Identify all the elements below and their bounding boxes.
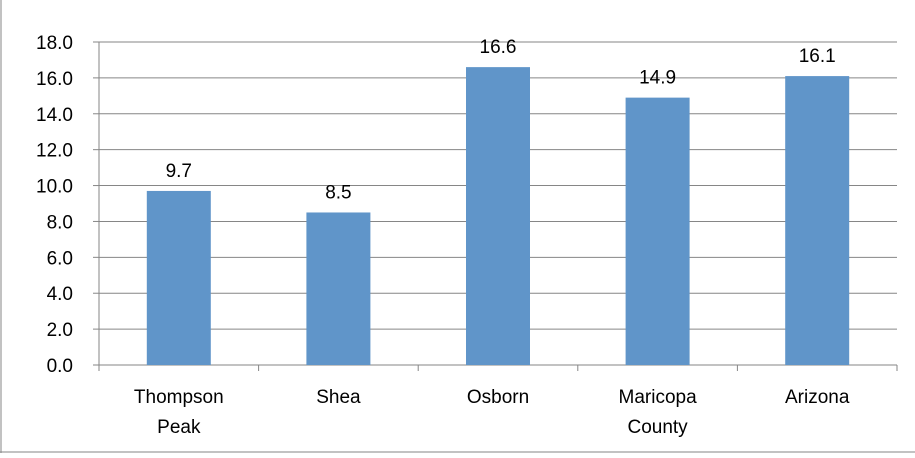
y-tick-label: 0.0 <box>47 356 73 377</box>
x-tick-label: Osborn <box>467 387 529 408</box>
bars <box>146 67 850 365</box>
y-tick-label: 12.0 <box>36 141 73 162</box>
x-tick-label: Peak <box>157 417 201 438</box>
x-tick-label: Arizona <box>785 387 850 408</box>
bar <box>625 97 690 365</box>
y-tick-label: 8.0 <box>47 212 73 233</box>
y-axis: 0.0 2.0 4.0 6.0 8.0 10.0 12.0 14.0 16.0 18.0 <box>36 33 100 377</box>
data-label: 16.6 <box>480 37 517 58</box>
x-axis: Thompson Peak Shea Osborn Maricopa County Ariz… <box>98 364 898 438</box>
y-tick-label: 10.0 <box>36 177 73 198</box>
data-label: 16.1 <box>799 46 836 67</box>
y-tick-label: 2.0 <box>47 320 73 341</box>
x-tick-label: County <box>627 417 688 438</box>
y-tick-label: 18.0 <box>36 33 73 54</box>
y-tick-label: 16.0 <box>36 69 73 90</box>
x-tick-label: Shea <box>316 387 361 408</box>
bar <box>306 212 371 365</box>
x-tick-label: Thompson <box>134 387 224 408</box>
y-tick-label: 4.0 <box>47 284 73 305</box>
bar <box>146 190 211 365</box>
bar <box>466 67 530 365</box>
data-label: 8.5 <box>325 182 351 203</box>
data-labels: 9.7 8.5 16.6 14.9 16.1 <box>166 37 836 203</box>
y-tick-label: 14.0 <box>36 105 73 126</box>
x-tick-label: Maricopa <box>619 387 698 408</box>
data-label: 9.7 <box>166 161 192 182</box>
data-label: 14.9 <box>639 68 676 89</box>
bar <box>785 76 850 365</box>
y-tick-label: 6.0 <box>47 248 73 269</box>
